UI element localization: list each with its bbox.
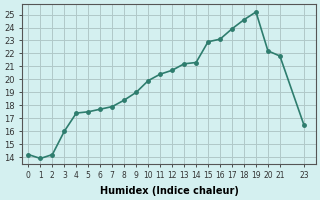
X-axis label: Humidex (Indice chaleur): Humidex (Indice chaleur) xyxy=(100,186,239,196)
